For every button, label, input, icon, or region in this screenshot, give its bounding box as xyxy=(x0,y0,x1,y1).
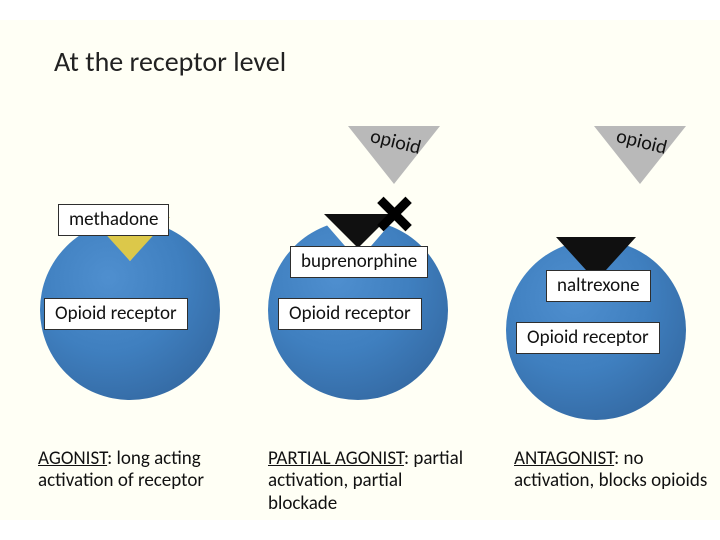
naltrexone-label: naltrexone xyxy=(546,270,651,302)
methadone-label: methadone xyxy=(58,204,169,236)
receptor-label-partial: Opioid receptor xyxy=(278,298,422,330)
receptor-label-antagonist: Opioid receptor xyxy=(516,322,660,354)
agonist-desc-head: AGONIST xyxy=(38,447,107,470)
diagram-stage: methadone Opioid receptor opioid bupreno… xyxy=(0,0,720,540)
agonist-description: AGONIST: long acting activation of recep… xyxy=(38,448,238,493)
partial-desc-head: PARTIAL AGONIST xyxy=(268,447,404,470)
buprenorphine-label: buprenorphine xyxy=(290,246,428,278)
antagonist-desc-head: ANTAGONIST xyxy=(514,447,614,470)
receptor-label-agonist: Opioid receptor xyxy=(44,298,188,330)
block-x-icon xyxy=(376,197,410,231)
partial-description: PARTIAL AGONIST: partial activation, par… xyxy=(268,448,468,515)
antagonist-description: ANTAGONIST: no activation, blocks opioid… xyxy=(514,448,714,493)
